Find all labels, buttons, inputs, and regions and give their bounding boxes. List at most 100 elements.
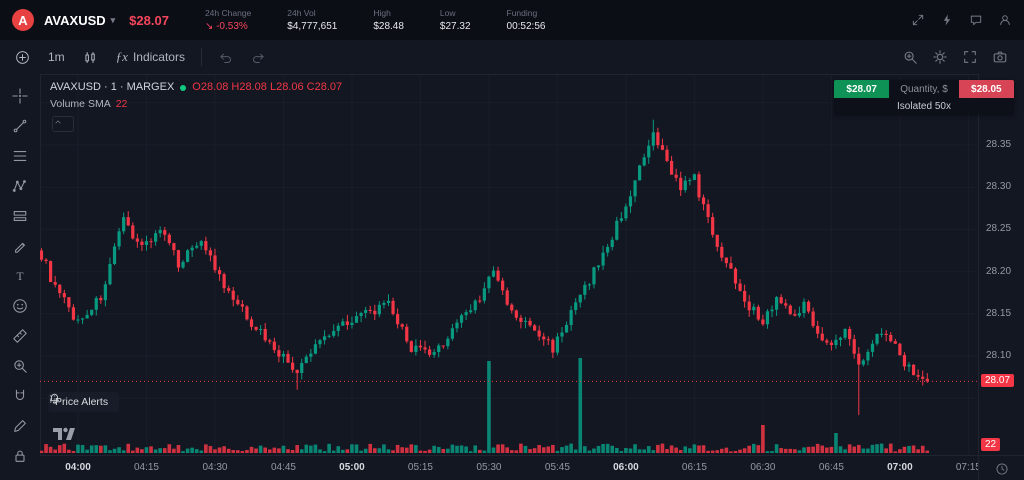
clock-icon <box>996 462 1008 475</box>
tool-crosshair[interactable] <box>7 84 33 107</box>
tool-fib-retracement[interactable] <box>7 144 33 167</box>
brush-icon <box>15 242 25 253</box>
tool-emoji[interactable] <box>7 294 33 317</box>
user-button[interactable] <box>998 13 1012 27</box>
price-tick: 28.20 <box>986 265 1012 277</box>
price-alerts-button[interactable]: Price Alerts <box>48 392 120 412</box>
long-position-icon <box>13 210 27 221</box>
tool-long-position[interactable] <box>7 204 33 227</box>
price-tick: 28.30 <box>986 181 1012 193</box>
stat-high: High $28.48 <box>373 8 404 32</box>
edit-icon <box>14 419 26 432</box>
user-icon <box>1000 15 1010 26</box>
stat-label: Low <box>439 8 456 18</box>
chat-button[interactable] <box>969 13 983 27</box>
gear-icon <box>933 50 947 64</box>
time-tick: 05:15 <box>407 462 433 473</box>
redo-icon <box>251 50 266 65</box>
chevron-down-icon: ▾ <box>110 14 116 25</box>
timeframe-button[interactable]: 1m <box>41 46 72 68</box>
current-price-tag: 28.07 <box>981 374 1015 388</box>
svg-text:T: T <box>16 271 23 283</box>
add-symbol-button[interactable] <box>8 46 37 69</box>
tool-trend-line[interactable] <box>7 114 33 137</box>
indicators-label: Indicators <box>132 50 185 64</box>
tool-text[interactable]: T <box>7 264 33 287</box>
undo-button[interactable] <box>211 46 240 69</box>
price-tick: 28.15 <box>986 307 1012 319</box>
search-plus-button[interactable] <box>902 49 918 65</box>
tool-edit[interactable] <box>7 414 33 437</box>
price-axis[interactable]: 28.35 28.30 28.25 28.20 28.15 28.10 28.07 22 <box>978 74 1024 455</box>
trend-line-icon <box>13 119 27 132</box>
time-tick: 05:30 <box>476 462 502 473</box>
candles-icon <box>83 50 98 65</box>
camera-icon <box>993 51 1007 63</box>
redo-icon <box>253 53 264 63</box>
time-tick: 04:45 <box>270 462 296 473</box>
last-price: $28.07 <box>129 12 169 28</box>
tool-zoom-in[interactable] <box>7 354 33 377</box>
tool-xabcd-pattern[interactable] <box>7 174 33 197</box>
magnet-icon <box>15 389 25 400</box>
stat-24h-change: 24h Change ↘ -0.53% <box>205 8 251 32</box>
fullscreen-icon <box>964 51 976 63</box>
chart-style-button[interactable] <box>76 46 105 69</box>
time-tick: 06:45 <box>818 462 844 473</box>
tool-measure[interactable] <box>7 324 33 347</box>
logo-letter: A <box>18 12 28 28</box>
indicators-button[interactable]: ƒx Indicators <box>109 45 192 69</box>
tool-lock[interactable] <box>7 444 33 467</box>
emoji-icon <box>13 298 27 313</box>
tool-brush[interactable] <box>7 234 33 257</box>
legend-collapse-button[interactable] <box>52 116 74 132</box>
undo-icon <box>218 50 233 65</box>
time-tick: 06:00 <box>613 462 639 473</box>
header-bar: A AVAXUSD ▾ $28.07 24h Change ↘ -0.53% 24h… <box>0 0 1024 40</box>
tool-magnet[interactable] <box>7 384 33 407</box>
bolt-button[interactable] <box>940 13 954 27</box>
stat-24h-vol: 24h Vol $4,777,651 <box>287 8 337 32</box>
time-axis[interactable]: 04:00 04:15 04:30 04:45 05:00 05:15 05:30 05:45… <box>40 455 978 480</box>
stat-value: $27.32 <box>439 21 471 32</box>
timeframe-label: 1m <box>48 50 65 64</box>
header-icons <box>911 13 1012 27</box>
circle-plus-icon <box>15 50 30 65</box>
quantity-field[interactable]: Quantity, $ <box>889 80 959 98</box>
candlestick-chart <box>40 74 978 455</box>
price-alerts-label: Price Alerts <box>55 396 109 408</box>
toolbar-right-icons <box>902 49 1016 65</box>
symbol-selector[interactable]: AVAXUSD ▾ <box>44 13 115 28</box>
chart-canvas[interactable]: AVAXUSD · 1 · MARGEX O28.08 H28.08 L28.0… <box>40 74 978 455</box>
buy-button[interactable]: $28.07 <box>834 80 890 98</box>
stat-value: ↘ -0.53% <box>204 21 248 32</box>
redo-button[interactable] <box>244 46 273 69</box>
price-tick: 28.10 <box>986 350 1012 361</box>
chevron-up-icon <box>55 120 61 124</box>
drag-handle-icon[interactable] <box>48 392 58 406</box>
stat-label: 24h Vol <box>287 8 316 18</box>
chart-toolbar: 1m ƒx Indicators <box>0 40 1024 75</box>
xabcd-pattern-icon <box>12 179 26 192</box>
text-icon: T <box>16 271 23 283</box>
leverage-selector[interactable]: Isolated 50x <box>834 98 1014 114</box>
measure-icon <box>13 328 27 343</box>
time-tick: 07:15 <box>955 462 978 473</box>
time-tick: 07:00 <box>887 462 913 473</box>
camera-button[interactable] <box>992 49 1008 65</box>
expand-icon <box>912 14 924 26</box>
sell-button[interactable]: $28.05 <box>958 80 1014 98</box>
stat-value: $28.48 <box>373 21 404 32</box>
expand-button[interactable] <box>911 13 925 27</box>
search-plus-icon <box>904 51 917 64</box>
time-tick: 05:45 <box>544 462 570 473</box>
fullscreen-button[interactable] <box>962 49 978 65</box>
fx-icon: ƒx <box>115 49 128 64</box>
zoom-in-icon <box>14 359 27 373</box>
current-volume-tag: 22 <box>981 438 1001 451</box>
stat-funding: Funding 00:52:56 <box>507 8 546 32</box>
gear-button[interactable] <box>932 49 948 65</box>
time-tick: 04:00 <box>65 462 91 473</box>
timezone-button[interactable] <box>978 455 1024 480</box>
